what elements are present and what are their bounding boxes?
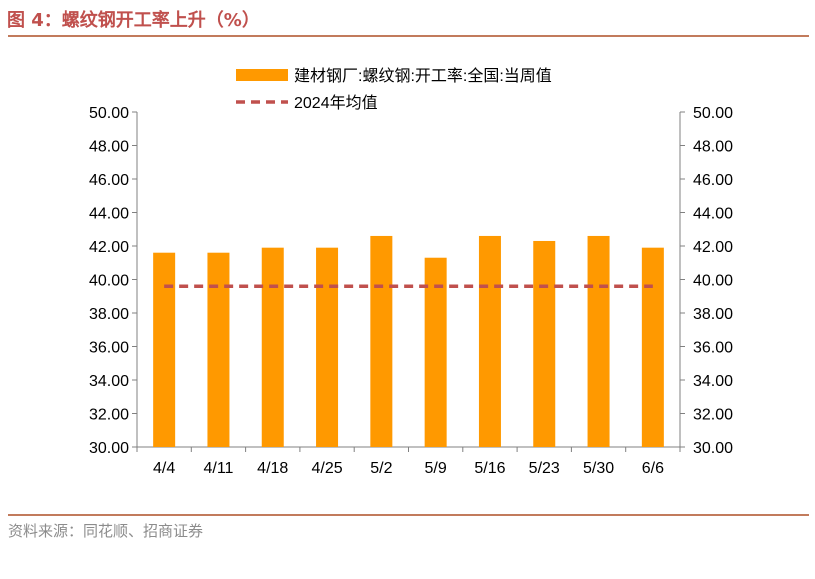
y-tick-label-left: 30.00 — [89, 440, 129, 457]
x-tick-label: 4/18 — [257, 460, 288, 477]
y-tick-label-right: 50.00 — [693, 105, 733, 122]
x-tick-label: 5/23 — [529, 460, 560, 477]
y-tick-label-right: 40.00 — [693, 273, 733, 290]
y-tick-label-right: 38.00 — [693, 306, 733, 323]
source-note: 资料来源：同花顺、招商证券 — [8, 522, 204, 540]
y-tick-label-right: 42.00 — [693, 239, 733, 256]
x-tick-label: 4/4 — [153, 460, 175, 477]
bar — [153, 252, 176, 447]
x-tick-label: 5/9 — [425, 460, 447, 477]
bar — [533, 240, 556, 447]
y-tick-label-left: 40.00 — [89, 273, 129, 290]
title-rule — [8, 35, 809, 37]
bar — [424, 257, 447, 447]
bar — [370, 235, 393, 447]
y-tick-label-left: 46.00 — [89, 172, 129, 189]
bars — [153, 235, 664, 447]
legend: 建材钢厂:螺纹钢:开工率:全国:当周值 2024年均值 — [236, 67, 552, 112]
y-tick-label-left: 44.00 — [89, 206, 129, 223]
y-tick-label-right: 36.00 — [693, 340, 733, 357]
y-tick-label-right: 30.00 — [693, 440, 733, 457]
x-tick-label: 5/2 — [370, 460, 392, 477]
bar — [641, 247, 664, 447]
y-tick-label-right: 34.00 — [693, 373, 733, 390]
x-tick-label: 4/11 — [203, 460, 233, 477]
legend-bar-label: 建材钢厂:螺纹钢:开工率:全国:当周值 — [294, 67, 552, 85]
bar — [207, 252, 230, 447]
legend-bar-swatch — [236, 69, 288, 81]
y-tick-label-left: 42.00 — [89, 239, 129, 256]
y-tick-label-right: 32.00 — [693, 407, 733, 424]
y-tick-label-right: 44.00 — [693, 206, 733, 223]
bar — [316, 247, 339, 447]
axes: 30.00 30.00 32.00 32.00 34.00 34.00 36.00 36.00… — [89, 105, 733, 477]
x-tick-label: 5/16 — [474, 460, 505, 477]
y-tick-label-left: 34.00 — [89, 373, 129, 390]
y-tick-label-right: 46.00 — [693, 172, 733, 189]
bar — [261, 247, 284, 447]
y-tick-label-left: 38.00 — [89, 306, 129, 323]
y-tick-label-left: 48.00 — [89, 139, 129, 156]
bar — [587, 235, 610, 447]
y-tick-label-left: 50.00 — [89, 105, 129, 122]
figure-title: 图 4：螺纹钢开工率上升（%） — [7, 10, 260, 31]
y-tick-label-left: 32.00 — [89, 407, 129, 424]
x-tick-label: 6/6 — [642, 460, 664, 477]
x-tick-label: 5/30 — [583, 460, 614, 477]
x-tick-label: 4/25 — [311, 460, 342, 477]
y-tick-label-right: 48.00 — [693, 139, 733, 156]
source-rule — [8, 514, 809, 516]
bar — [478, 235, 501, 447]
y-tick-label-left: 36.00 — [89, 340, 129, 357]
legend-line-label: 2024年均值 — [294, 94, 378, 112]
